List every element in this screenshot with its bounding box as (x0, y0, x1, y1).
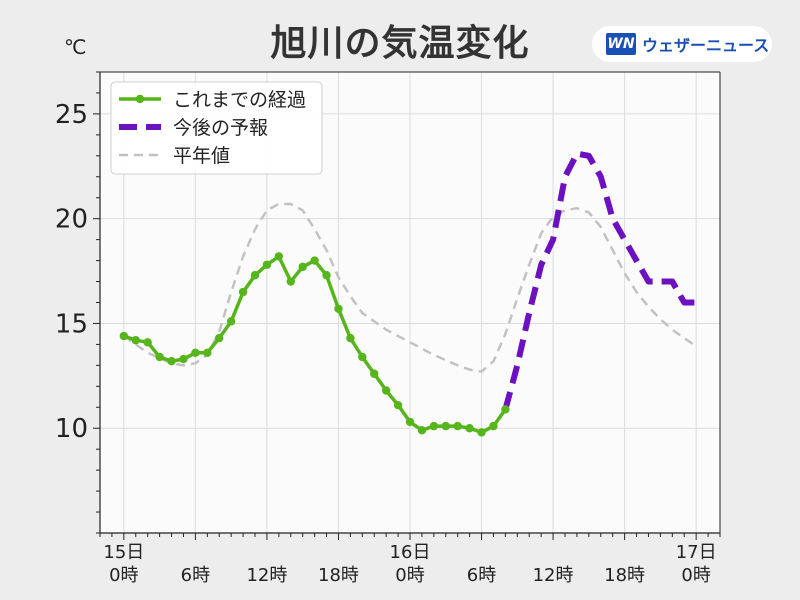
x-tick-label-day: 17日 (676, 542, 717, 563)
observed-point (429, 421, 439, 431)
x-tick-label-day: 16日 (390, 542, 431, 563)
legend-label: 平年値 (173, 145, 230, 167)
normal-series-line (123, 202, 697, 373)
observed-point (453, 421, 462, 431)
x-tick-label-hour: 6時 (181, 565, 210, 586)
observed-point (489, 421, 498, 431)
observed-point (310, 256, 319, 265)
observed-point (381, 386, 391, 395)
observed-point (203, 348, 212, 357)
observed-point (286, 277, 295, 286)
observed-point (250, 271, 260, 280)
observed-point (298, 262, 307, 272)
x-tick-label-hour: 18時 (604, 565, 645, 586)
y-tick-label: 25 (55, 100, 88, 130)
x-tick-label-hour: 12時 (246, 565, 287, 586)
observed-point (465, 424, 474, 433)
forecast-series-line (502, 150, 697, 411)
observed-point (334, 304, 343, 313)
legend-marker-observed (135, 94, 145, 104)
legend-label: 今後の予報 (173, 117, 268, 139)
legend-box (110, 81, 323, 175)
observed-point (477, 428, 486, 437)
x-tick-label-hour: 0時 (681, 565, 710, 586)
observed-point (167, 356, 176, 366)
y-axis-unit: ℃ (64, 35, 87, 59)
chart-title: 旭川の気温変化 (270, 23, 530, 64)
x-tick-label-hour: 0時 (395, 565, 424, 586)
observed-point (346, 333, 355, 343)
observed-point (370, 369, 379, 378)
observed-point (405, 417, 415, 427)
observed-point (417, 426, 427, 435)
observed-point (155, 352, 164, 362)
x-tick-label-day: 15日 (103, 542, 144, 563)
x-tick-label-hour: 12時 (533, 565, 574, 586)
x-tick-label-hour: 0時 (109, 565, 138, 586)
brand-name: ウェザーニュース (642, 36, 770, 55)
y-tick-label: 10 (55, 414, 88, 444)
observed-point (501, 405, 510, 414)
x-tick-label-hour: 18時 (318, 565, 359, 586)
brand-logo-icon: WN (606, 33, 636, 55)
observed-point (441, 421, 450, 431)
observed-point (262, 260, 272, 269)
legend-label: これまでの経過 (173, 89, 306, 111)
y-tick-label: 20 (55, 205, 88, 235)
observed-point (238, 287, 248, 297)
observed-point (393, 400, 403, 410)
observed-point (119, 331, 129, 341)
observed-point (131, 336, 140, 345)
observed-point (322, 271, 331, 280)
observed-point (215, 333, 224, 343)
observed-point (226, 317, 236, 326)
observed-point (358, 352, 367, 362)
observed-point (179, 354, 188, 364)
observed-point (274, 252, 284, 261)
x-tick-label-hour: 6時 (467, 565, 496, 586)
observed-point (143, 338, 152, 347)
y-tick-label: 15 (55, 309, 88, 339)
observed-point (191, 348, 200, 357)
brand-badge: WN ウェザーニュース (592, 26, 772, 62)
